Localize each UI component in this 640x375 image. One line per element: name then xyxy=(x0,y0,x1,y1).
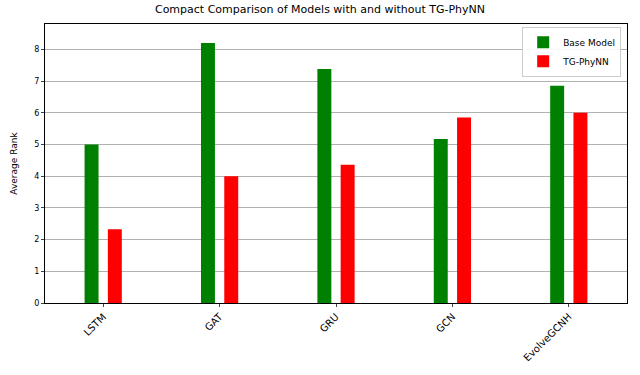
svg-text:LSTM: LSTM xyxy=(82,311,109,338)
svg-text:6: 6 xyxy=(34,109,39,118)
svg-text:GAT: GAT xyxy=(203,311,225,333)
svg-text:5: 5 xyxy=(34,140,39,149)
svg-text:1: 1 xyxy=(34,267,39,276)
svg-text:Base Model: Base Model xyxy=(563,38,615,48)
svg-text:Compact Comparison of Models w: Compact Comparison of Models with and wi… xyxy=(155,3,485,16)
svg-text:GCN: GCN xyxy=(434,311,457,334)
svg-text:4: 4 xyxy=(34,172,39,181)
svg-text:8: 8 xyxy=(34,45,39,54)
svg-text:3: 3 xyxy=(34,204,39,213)
svg-text:TG-PhyNN: TG-PhyNN xyxy=(562,57,609,67)
svg-text:7: 7 xyxy=(34,77,39,86)
svg-text:0: 0 xyxy=(34,299,39,308)
svg-text:EvolveGCNH: EvolveGCNH xyxy=(521,311,573,363)
svg-text:2: 2 xyxy=(34,235,39,244)
svg-text:Average Rank: Average Rank xyxy=(9,132,19,195)
svg-text:GRU: GRU xyxy=(318,311,341,334)
